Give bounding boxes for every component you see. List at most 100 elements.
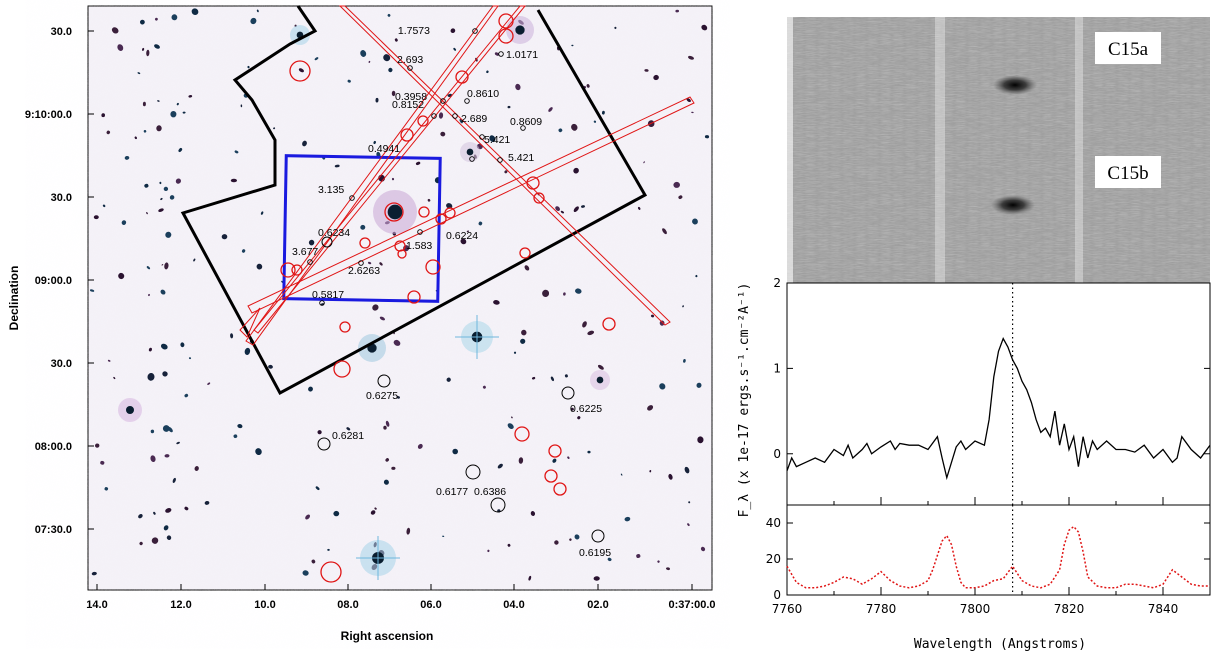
sky-source	[636, 553, 641, 559]
sky-source	[643, 161, 645, 164]
sky-source	[383, 425, 387, 430]
redshift-label: 3.135	[318, 184, 344, 196]
sky-source	[394, 38, 398, 42]
sky-source	[571, 407, 574, 411]
sky-source	[391, 177, 395, 181]
sky-source	[507, 105, 511, 109]
source-circle-red	[519, 247, 531, 259]
dec-tick-label: 08:00.0	[35, 441, 72, 453]
ra-tick-label: 10.0	[254, 599, 275, 611]
sky-source	[204, 500, 210, 505]
sky-source	[161, 264, 164, 266]
tag-c15b: C15b	[1107, 163, 1148, 184]
sky-source	[587, 450, 591, 454]
source-circle-black	[317, 437, 331, 451]
sky-source	[188, 95, 193, 98]
source-circles	[280, 13, 616, 583]
sky-source	[385, 458, 389, 462]
sky-source	[577, 416, 581, 420]
sky-source	[121, 220, 127, 225]
dec-tick-label: 30.0	[51, 26, 72, 38]
sky-source	[182, 111, 186, 114]
sky-source	[100, 460, 105, 465]
sky-source	[687, 523, 690, 527]
sky-source	[142, 47, 145, 51]
sky-source	[573, 206, 579, 213]
source-circle-red	[533, 192, 545, 204]
sky-source	[391, 466, 396, 470]
sky-source	[162, 371, 168, 377]
sky-source	[453, 47, 457, 51]
sky-source	[704, 135, 710, 139]
sky-source	[582, 321, 587, 328]
source-circle-red	[320, 561, 342, 583]
flux-plot: 2 1 0	[773, 276, 1211, 506]
sky-source	[644, 69, 649, 72]
sky-source	[515, 83, 521, 91]
source-circle-red	[417, 115, 429, 127]
sky-source	[647, 405, 654, 411]
dec-tick-label: 9:10:00.0	[25, 109, 72, 121]
sky-source	[607, 557, 612, 562]
sky-source	[256, 263, 263, 270]
sky-source	[230, 178, 237, 183]
ra-tick-label: 02.0	[587, 599, 608, 611]
sky-source	[158, 208, 164, 213]
sky-source	[176, 102, 179, 106]
redshift-label: 0.3958	[395, 91, 427, 103]
sky-source	[695, 275, 698, 278]
sky-source	[314, 57, 319, 61]
sky-source	[194, 466, 199, 471]
sky-source	[175, 178, 181, 184]
sky-source	[697, 436, 704, 444]
sky-source	[593, 120, 597, 123]
sky-source	[157, 100, 160, 102]
sky-source	[124, 155, 130, 160]
sky-source	[571, 44, 574, 47]
sky-source	[156, 125, 162, 132]
sky-source	[550, 376, 554, 382]
source-circle-red	[514, 426, 530, 442]
sky-source	[240, 104, 243, 108]
sky-source	[548, 107, 553, 112]
dec-tick-label: 07:30.0	[35, 524, 72, 536]
sky-source	[139, 541, 143, 546]
sky-source	[233, 434, 238, 439]
dec-tick-label: 30.0	[51, 358, 72, 370]
sky-source	[305, 514, 311, 520]
sky-source	[373, 140, 376, 145]
sky-source	[383, 479, 389, 485]
sky-source	[170, 111, 177, 118]
sky-source	[493, 300, 500, 305]
sky-source	[673, 181, 680, 188]
source-circle-red	[280, 262, 296, 278]
sky-source	[160, 197, 163, 201]
sky-source	[247, 65, 250, 69]
x-tick-label: 7840	[1148, 602, 1179, 616]
sky-source	[552, 458, 557, 463]
ra-tick-label: 0:37:00.0	[668, 599, 715, 611]
sky-source	[507, 543, 511, 547]
fov-outline	[180, 5, 648, 396]
bright-source-core	[126, 406, 134, 414]
sky-source	[466, 230, 470, 233]
sky-source	[101, 113, 106, 118]
sky-source	[391, 90, 396, 97]
ra-tick-label: 14.0	[86, 599, 107, 611]
source-circle-red	[498, 28, 514, 44]
wavelength-xlabel: Wavelength (Angstroms)	[914, 637, 1086, 652]
redshift-label: 3.677	[292, 246, 318, 258]
y-tick-label: 20	[766, 552, 781, 566]
sky-source	[406, 527, 411, 535]
sky-source	[347, 79, 351, 83]
spectrum-series	[786, 336, 1211, 481]
sky-source	[102, 204, 106, 208]
sky-source	[172, 477, 176, 483]
redshift-label: 1.7573	[398, 25, 430, 37]
tag-c15a-box	[1095, 32, 1161, 64]
sky-source	[368, 60, 371, 63]
redshift-label: 0.4941	[368, 143, 400, 155]
sky-source	[154, 44, 160, 49]
y-tick-label: 0	[773, 588, 781, 602]
spectrum-2d-image: C15a C15b	[787, 17, 1210, 283]
